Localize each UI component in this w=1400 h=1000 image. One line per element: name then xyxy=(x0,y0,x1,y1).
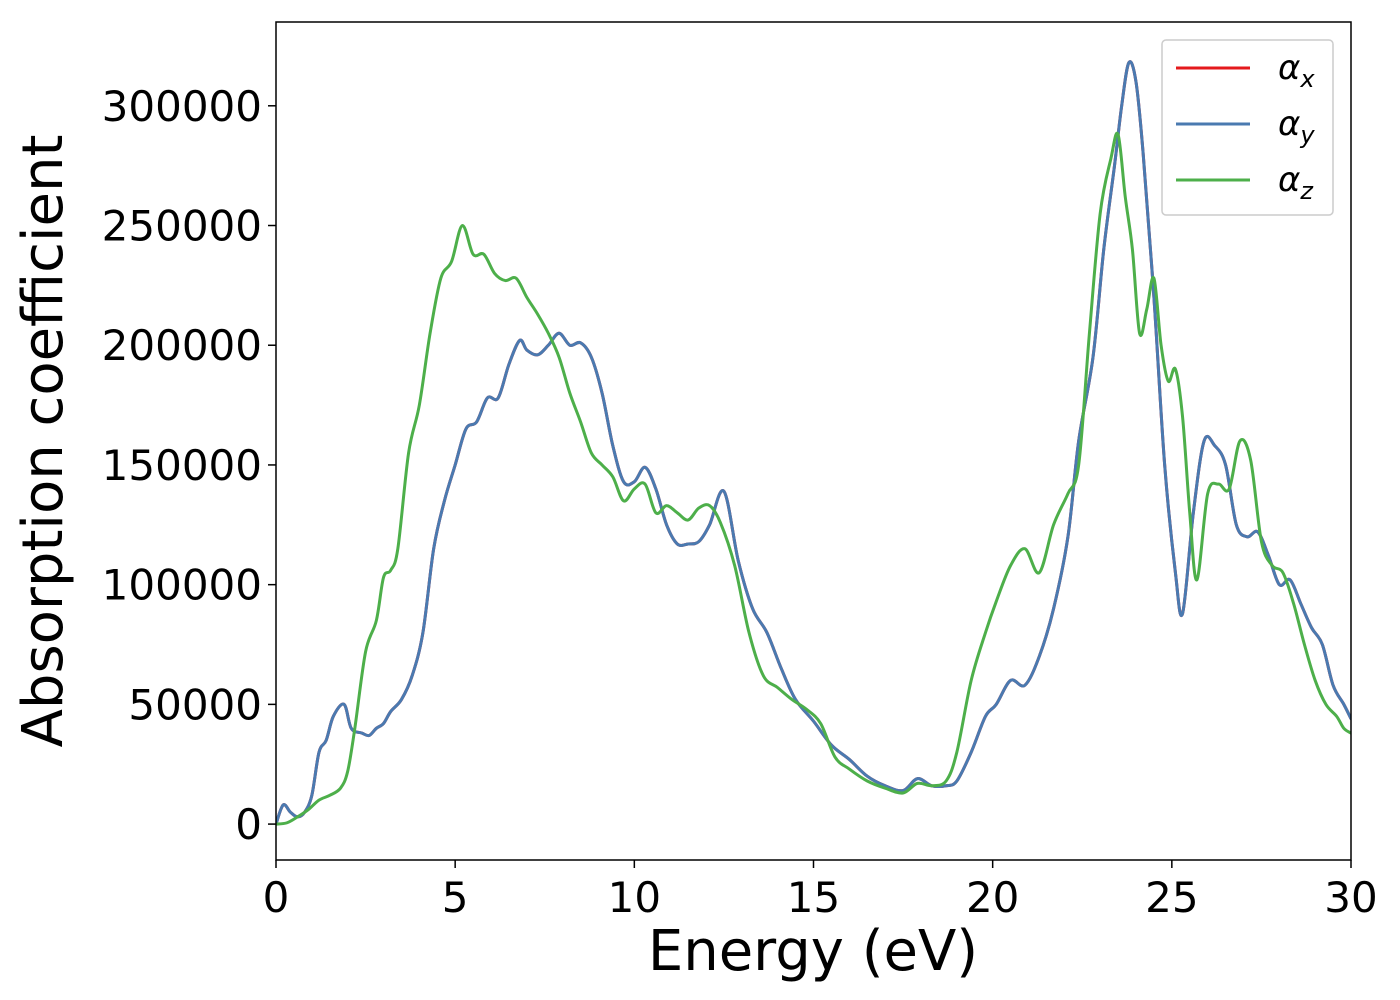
y-tick-label: 0 xyxy=(235,800,262,849)
y-tick-label: 200000 xyxy=(102,321,262,370)
x-tick-label: 25 xyxy=(1145,873,1198,922)
series-line-z xyxy=(276,131,1351,826)
legend-entries: αx αy αz xyxy=(1176,48,1315,205)
x-tick-label: 5 xyxy=(442,873,469,922)
legend-label-x: αx xyxy=(1278,48,1315,93)
y-tick-label: 50000 xyxy=(128,680,262,729)
x-axis-ticks: 0 5 10 15 20 25 30 xyxy=(263,860,1378,922)
y-axis-ticks: 0 50000 100000 150000 200000 250000 300000 xyxy=(102,82,276,849)
legend-box xyxy=(1161,39,1334,216)
plot-lines xyxy=(276,60,1351,826)
x-tick-label: 10 xyxy=(608,873,661,922)
y-axis-title: Absorption coefficient xyxy=(11,135,76,748)
y-tick-label: 250000 xyxy=(102,202,262,251)
x-tick-label: 20 xyxy=(966,873,1019,922)
y-tick-label: 300000 xyxy=(102,82,262,131)
series-line-y xyxy=(276,60,1351,826)
y-tick-label: 100000 xyxy=(102,561,262,610)
x-tick-label: 15 xyxy=(787,873,840,922)
x-axis-title: Energy (eV) xyxy=(648,919,978,984)
legend-label-y: αy xyxy=(1278,104,1315,149)
legend: αx αy αz xyxy=(1161,39,1334,216)
legend-label-z: αz xyxy=(1278,160,1314,205)
x-tick-label: 0 xyxy=(263,873,290,922)
y-tick-label: 150000 xyxy=(102,441,262,490)
x-tick-label: 30 xyxy=(1324,873,1377,922)
